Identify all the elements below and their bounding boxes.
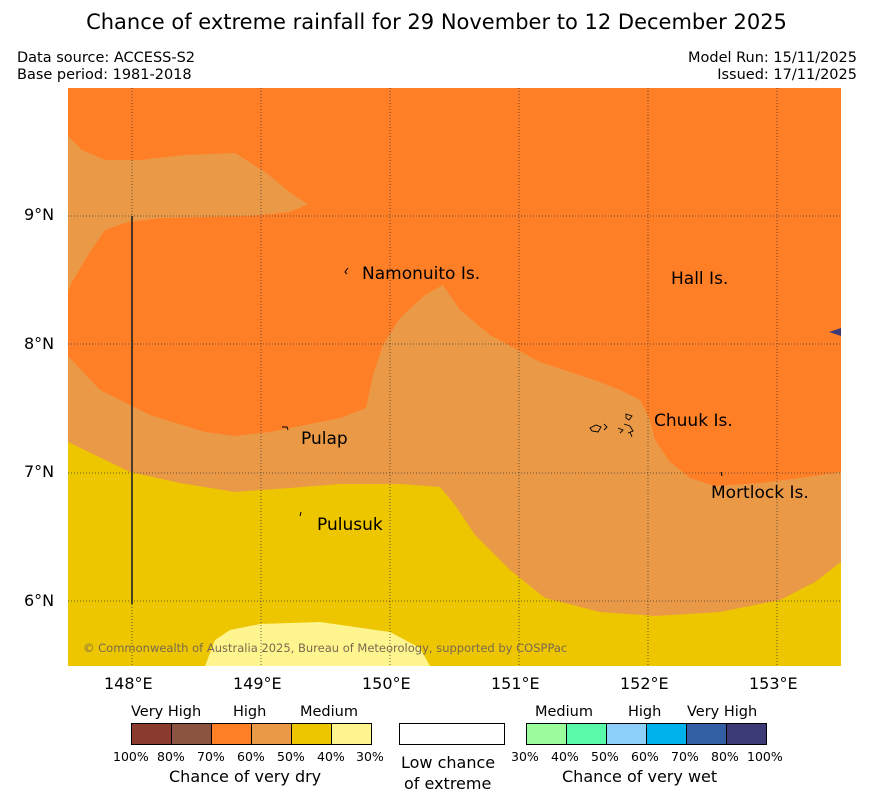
zone-edge-feature (829, 328, 841, 336)
dry-tick-60: 60% (237, 749, 265, 764)
zone-50-60-dry-north (68, 136, 308, 292)
wet-tick-50: 50% (591, 749, 619, 764)
pulap-island-mark (282, 426, 289, 431)
lon-label-153e: 153°E (749, 674, 798, 693)
dry-swatch-80-70 (171, 723, 211, 745)
dry-swatch-50-40 (291, 723, 331, 745)
dry-tick-40: 40% (317, 749, 345, 764)
low-chance-caption-line2: of extreme (404, 774, 492, 793)
dry-tick-80: 80% (157, 749, 185, 764)
place-label-hall: Hall Is. (671, 269, 729, 289)
wet-heading-high: High (628, 704, 662, 720)
lat-label-8n: 8°N (24, 334, 55, 353)
place-label-pulusuk: Pulusuk (317, 515, 383, 535)
copyright-text: © Commonwealth of Australia 2025, Bureau… (83, 641, 568, 655)
wet-swatch-50-60 (606, 723, 646, 745)
place-label-chuuk: Chuuk Is. (654, 411, 733, 431)
dry-tick-50: 50% (277, 749, 305, 764)
base-period-text: Base period: 1981-2018 (17, 67, 192, 83)
map-area (68, 88, 841, 666)
low-chance-swatch (399, 723, 505, 745)
dry-heading-high: High (233, 704, 267, 720)
wet-tick-30: 30% (511, 749, 539, 764)
wet-tick-80: 80% (711, 749, 739, 764)
dry-swatch-70-60 (211, 723, 251, 745)
wet-tick-60: 60% (631, 749, 659, 764)
dry-tick-70: 70% (197, 749, 225, 764)
lon-label-149e: 149°E (233, 674, 282, 693)
chart-title: Chance of extreme rainfall for 29 Novemb… (86, 10, 787, 34)
dry-legend-caption: Chance of very dry (169, 767, 322, 786)
chuuk-island-mark (589, 413, 634, 438)
wet-swatch-70-80 (686, 723, 726, 745)
place-label-mortlock: Mortlock Is. (711, 483, 809, 503)
pulusuk-island-mark (299, 511, 302, 517)
data-source-text: Data source: ACCESS-S2 (17, 50, 196, 66)
mortlock-island-mark (720, 471, 723, 477)
wet-tick-40: 40% (551, 749, 579, 764)
dry-swatch-40-30 (331, 723, 372, 745)
lon-label-152e: 152°E (620, 674, 669, 693)
model-run-text: Model Run: 15/11/2025 (687, 50, 857, 66)
namonuito-island-mark (344, 267, 349, 275)
place-label-namonuito: Namonuito Is. (362, 264, 481, 284)
dry-swatch-100-80 (131, 723, 171, 745)
lat-label-7n: 7°N (24, 462, 55, 481)
lat-label-9n: 9°N (24, 205, 55, 224)
low-chance-caption-line1: Low chance (401, 753, 496, 772)
wet-swatch-40-50 (566, 723, 606, 745)
lon-label-151e: 151°E (491, 674, 540, 693)
wet-swatch-80-100 (726, 723, 767, 745)
dry-tick-100: 100% (113, 749, 149, 764)
wet-heading-very-high: Very High (687, 704, 758, 720)
wet-swatch-60-70 (646, 723, 686, 745)
lon-label-150e: 150°E (362, 674, 411, 693)
dry-heading-medium: Medium (300, 704, 358, 720)
wet-legend-caption: Chance of very wet (562, 767, 718, 786)
issued-text: Issued: 17/11/2025 (717, 67, 857, 83)
dry-swatch-60-50 (251, 723, 291, 745)
lat-label-6n: 6°N (24, 591, 55, 610)
dry-heading-very-high: Very High (131, 704, 202, 720)
dry-tick-30: 30% (356, 749, 384, 764)
lon-label-148e: 148°E (104, 674, 153, 693)
wet-tick-100: 100% (747, 749, 783, 764)
wet-heading-medium: Medium (535, 704, 593, 720)
wet-swatch-30-40 (526, 723, 566, 745)
wet-tick-70: 70% (671, 749, 699, 764)
place-label-pulap: Pulap (301, 429, 348, 449)
